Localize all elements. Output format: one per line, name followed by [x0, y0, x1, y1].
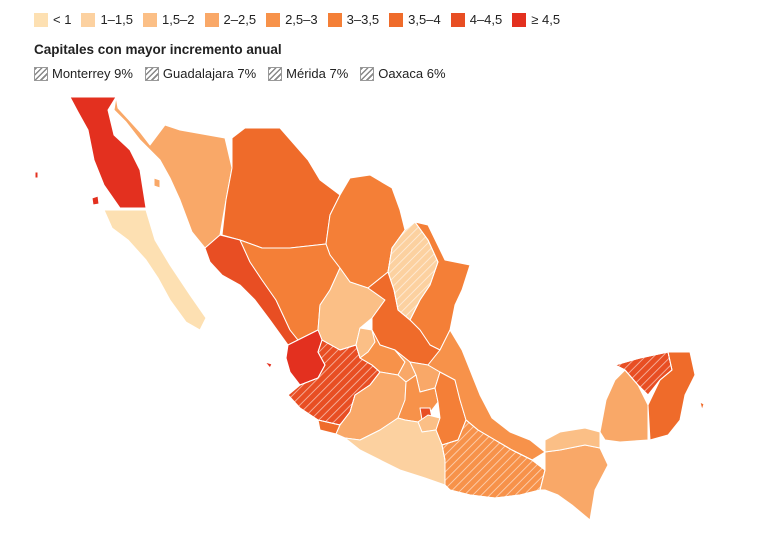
legend-label: 2,5–3 — [285, 12, 318, 27]
state-campeche — [599, 369, 649, 443]
hatch-label: Mérida 7% — [286, 66, 349, 81]
legend-label: 3–3,5 — [346, 12, 380, 27]
hatch-swatch — [268, 66, 283, 81]
legend-swatch — [512, 12, 527, 27]
legend-label: ≥ 4,5 — [531, 12, 561, 27]
state-chiapas — [539, 444, 609, 521]
hatch-swatch — [144, 66, 159, 81]
legend-item: < 1 — [34, 12, 71, 27]
legend-item: 4–4,5 — [450, 12, 503, 27]
capital-hatch-overlay — [614, 351, 673, 396]
legend-label: < 1 — [53, 12, 72, 27]
hatch-legend-item: Mérida 7% — [268, 66, 348, 81]
legend-item: 1,5–2 — [142, 12, 195, 27]
legend-swatch — [34, 12, 48, 27]
island-cozumel — [699, 401, 705, 411]
island-marias — [264, 361, 273, 369]
hatch-label: Monterrey 9% — [52, 66, 133, 81]
legend-swatch — [327, 12, 342, 27]
hatch-label: Oaxaca 6% — [378, 66, 446, 81]
legend-item: 1–1,5 — [81, 12, 133, 27]
legend-swatch — [389, 12, 404, 27]
color-legend: < 1 1–1,5 1,5–2 2–2,5 2,5–3 3–3,5 3,5–4 … — [34, 12, 560, 27]
legend-swatch — [266, 12, 281, 27]
capital-hatch-overlay — [387, 221, 439, 321]
island-guadalupe — [34, 171, 39, 179]
legend-item: ≥ 4,5 — [512, 12, 560, 27]
state-baja-california — [69, 96, 147, 209]
legend-item: 2–2,5 — [204, 12, 257, 27]
legend-label: 4–4,5 — [469, 12, 503, 27]
state-tabasco — [544, 427, 601, 453]
legend-swatch — [81, 12, 96, 27]
legend-swatch — [142, 12, 157, 27]
legend-item: 3,5–4 — [389, 12, 441, 27]
legend-label: 2–2,5 — [223, 12, 257, 27]
capital-hatch-overlay — [287, 339, 381, 426]
hatch-legend-item: Oaxaca 6% — [360, 66, 446, 81]
hatch-legend-title: Capitales con mayor incremento anual — [34, 42, 282, 57]
island-tiburon — [153, 177, 161, 189]
hatch-legend-item: Monterrey 9% — [34, 66, 133, 81]
hatch-label: Guadalajara 7% — [162, 66, 257, 81]
hatch-swatch — [360, 66, 375, 81]
legend-label: 1,5–2 — [161, 12, 195, 27]
state-guerrero — [344, 417, 446, 486]
hatch-swatch — [34, 66, 48, 81]
legend-item: 3–3,5 — [327, 12, 380, 27]
legend-label: 3,5–4 — [408, 12, 441, 27]
legend-label: 1–1,5 — [100, 12, 133, 27]
hatch-legend-item: Guadalajara 7% — [144, 66, 257, 81]
hatch-legend: Monterrey 9% Guadalajara 7% Mérida 7% Oa… — [34, 66, 446, 81]
capital-hatch-overlay — [441, 419, 546, 499]
island-revillagigedo — [91, 195, 100, 206]
legend-swatch — [204, 12, 219, 27]
legend-item: 2,5–3 — [266, 12, 318, 27]
state-baja-california-sur — [103, 209, 207, 331]
legend-swatch — [450, 12, 465, 27]
state-chihuahua — [221, 127, 341, 249]
